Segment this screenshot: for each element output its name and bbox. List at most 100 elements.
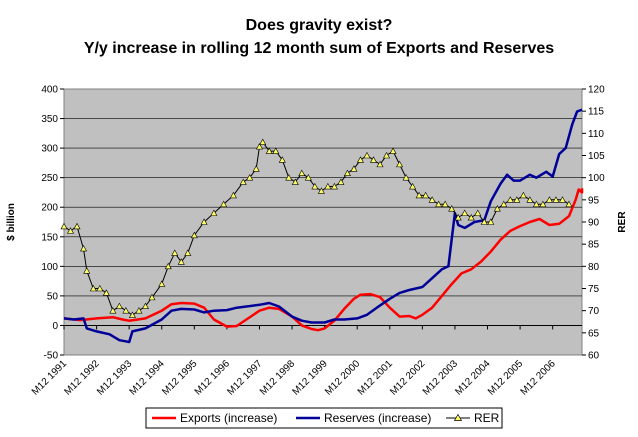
rer-point bbox=[558, 196, 566, 203]
rer-point bbox=[184, 249, 192, 256]
rer-point bbox=[291, 178, 299, 185]
rer-point bbox=[259, 138, 267, 145]
left-tick-label: 0 bbox=[52, 321, 58, 332]
rer-point bbox=[330, 182, 338, 190]
series-line-0 bbox=[63, 188, 584, 332]
left-tick-label: 150 bbox=[41, 232, 58, 243]
rer-point bbox=[128, 311, 136, 318]
left-tick-label: 50 bbox=[47, 291, 59, 302]
gridlines bbox=[64, 118, 582, 326]
plot-area bbox=[63, 88, 583, 356]
right-tick-label: 100 bbox=[588, 173, 605, 184]
rer-point bbox=[363, 151, 371, 159]
rer-point bbox=[109, 307, 117, 314]
rer-point bbox=[545, 196, 553, 203]
rer-point bbox=[220, 200, 228, 208]
rer-point bbox=[246, 174, 254, 181]
left-tick-label: 350 bbox=[41, 114, 58, 125]
rer-point bbox=[272, 147, 280, 154]
rer-point bbox=[422, 191, 430, 199]
rer-point bbox=[164, 262, 172, 270]
rer-point bbox=[389, 147, 397, 154]
right-tick-label: 75 bbox=[588, 284, 600, 295]
rer-point bbox=[435, 200, 443, 208]
rer-point bbox=[383, 151, 391, 159]
rer-point bbox=[148, 293, 156, 301]
rer-point bbox=[252, 165, 260, 172]
rer-point bbox=[356, 156, 364, 163]
right-tick-label: 115 bbox=[588, 107, 604, 118]
rer-point bbox=[526, 196, 534, 203]
rer-point bbox=[255, 143, 263, 150]
rer-point bbox=[158, 280, 166, 287]
chart-subtitle: Y/y increase in rolling 12 month sum of … bbox=[84, 40, 554, 57]
rer-point bbox=[265, 147, 273, 154]
rer-point bbox=[428, 196, 436, 203]
right-tick-label: 80 bbox=[588, 262, 600, 273]
left-axis-ticks: -50 0 50 100 150 200 250 300 350 400 bbox=[41, 85, 64, 362]
rer-point bbox=[337, 178, 345, 185]
left-tick-label: 200 bbox=[41, 203, 58, 214]
rer-point bbox=[285, 174, 293, 181]
left-tick-label: 250 bbox=[41, 173, 58, 184]
right-axis-ticks: 60 65 70 75 80 85 90 95 100 105 110 115 120 bbox=[582, 85, 605, 362]
rer-point bbox=[278, 156, 286, 163]
rer-point bbox=[67, 227, 75, 234]
rer-point bbox=[409, 182, 417, 190]
rer-point bbox=[467, 213, 475, 221]
series-line-1 bbox=[63, 108, 583, 344]
rer-point bbox=[73, 222, 81, 230]
right-tick-label: 70 bbox=[588, 306, 600, 317]
right-tick-label: 110 bbox=[588, 129, 604, 140]
rer-point bbox=[60, 222, 68, 230]
rer-point bbox=[552, 196, 560, 203]
rer-point bbox=[177, 258, 185, 265]
rer-point bbox=[115, 302, 123, 310]
rer-point bbox=[324, 182, 332, 190]
rer-point bbox=[350, 165, 358, 172]
rer-point bbox=[513, 196, 521, 203]
legend: Exports (increase) Reserves (increase) R… bbox=[145, 407, 503, 429]
right-tick-label: 105 bbox=[588, 151, 605, 162]
rer-point bbox=[493, 205, 501, 212]
right-tick-label: 95 bbox=[588, 195, 600, 206]
rer-point bbox=[487, 218, 495, 225]
rer-point bbox=[519, 191, 527, 199]
rer-point bbox=[210, 209, 218, 216]
left-tick-label: 400 bbox=[41, 85, 58, 96]
rer-point bbox=[89, 284, 97, 292]
rer-point bbox=[298, 169, 306, 177]
rer-point bbox=[480, 218, 488, 225]
rer-point bbox=[461, 209, 469, 216]
right-tick-label: 65 bbox=[588, 328, 600, 339]
right-tick-label: 60 bbox=[588, 351, 600, 362]
rer-point bbox=[317, 187, 325, 194]
rer-point bbox=[83, 267, 91, 274]
rer-point bbox=[539, 200, 547, 208]
chart-title: Does gravity exist? bbox=[246, 17, 393, 34]
rer-point bbox=[311, 182, 319, 190]
legend-rer-marker bbox=[453, 413, 463, 421]
rer-point bbox=[441, 200, 449, 208]
rer-point bbox=[506, 196, 514, 203]
rer-point bbox=[532, 200, 540, 208]
rer-point bbox=[415, 191, 423, 199]
right-axis-title: RER bbox=[617, 211, 628, 233]
rer-point bbox=[122, 307, 130, 314]
right-tick-label: 85 bbox=[588, 240, 600, 251]
left-tick-label: 100 bbox=[41, 262, 58, 273]
rer-point bbox=[102, 289, 110, 296]
rer-point bbox=[171, 249, 179, 256]
rer-point bbox=[376, 160, 384, 168]
series-layer bbox=[60, 108, 584, 344]
left-axis-title: $ billion bbox=[6, 203, 17, 241]
rer-point bbox=[343, 169, 351, 177]
legend-reserves-label: Reserves (increase) bbox=[324, 411, 431, 425]
x-tick-label: M12 2006 bbox=[519, 358, 559, 398]
rer-point bbox=[369, 156, 378, 163]
rer-point bbox=[396, 160, 404, 168]
rer-point bbox=[141, 302, 149, 310]
left-tick-label: -50 bbox=[44, 351, 59, 362]
rer-point bbox=[565, 200, 573, 208]
